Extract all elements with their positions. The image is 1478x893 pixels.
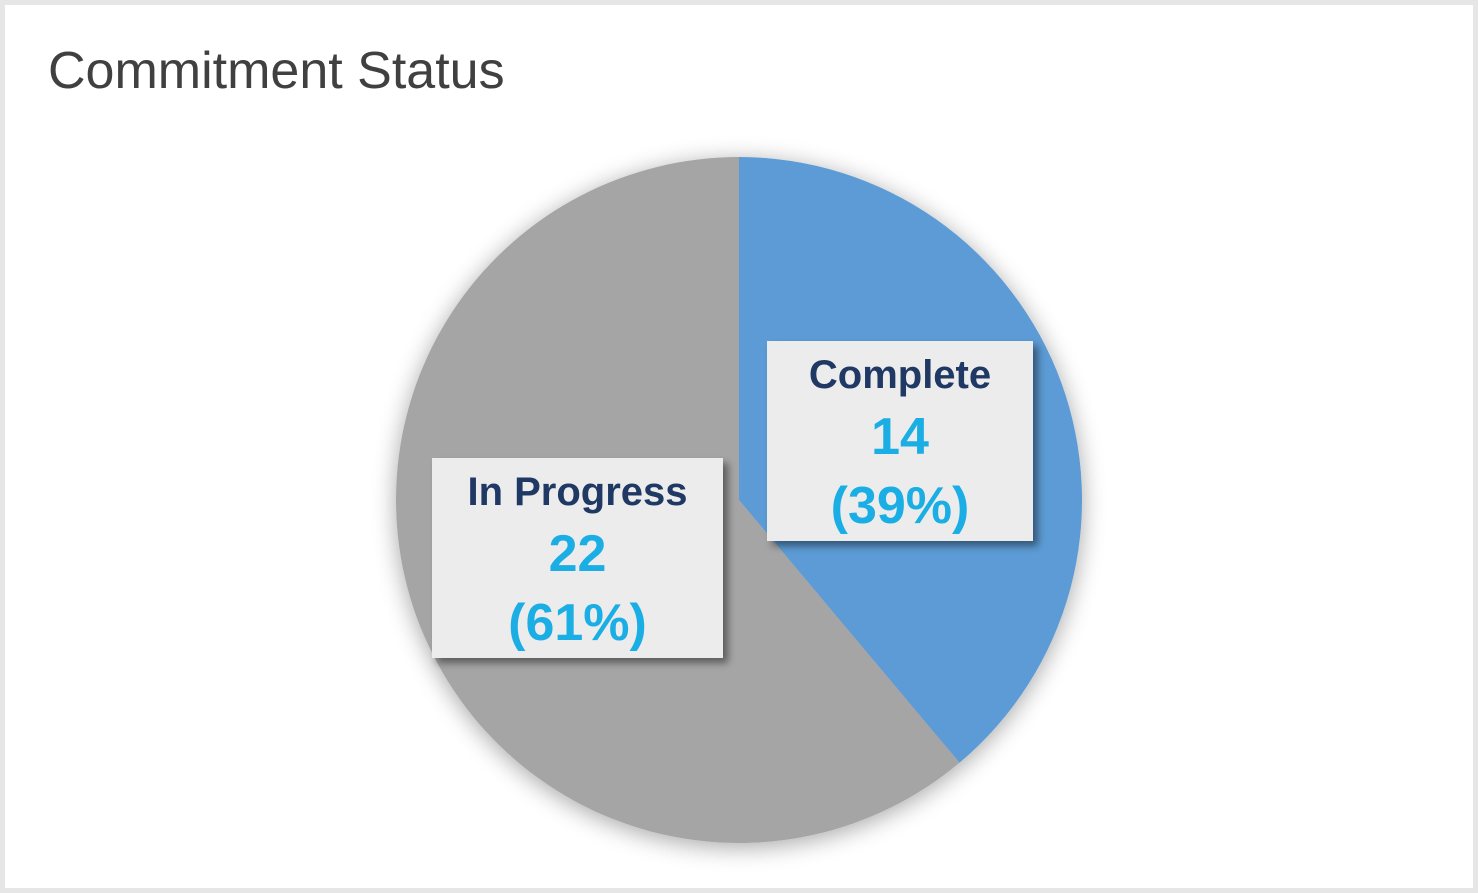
data-label-box [767,341,1033,541]
data-label-percent: (39%) [831,477,970,535]
data-label-name: In Progress [467,470,687,514]
data-label-percent: (61%) [508,594,647,652]
data-label-value: 14 [871,408,929,466]
pie-labels: Complete 14 (39%) In Progress 22 (61%) [432,341,1033,658]
data-label-in-progress: In Progress 22 (61%) [432,458,723,658]
data-label-complete: Complete 14 (39%) [767,341,1033,541]
data-label-box [432,458,723,658]
data-label-name: Complete [809,353,991,397]
data-label-value: 22 [549,525,607,583]
chart-title: Commitment Status [48,42,505,100]
